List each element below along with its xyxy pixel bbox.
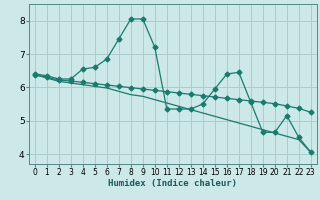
X-axis label: Humidex (Indice chaleur): Humidex (Indice chaleur) — [108, 179, 237, 188]
